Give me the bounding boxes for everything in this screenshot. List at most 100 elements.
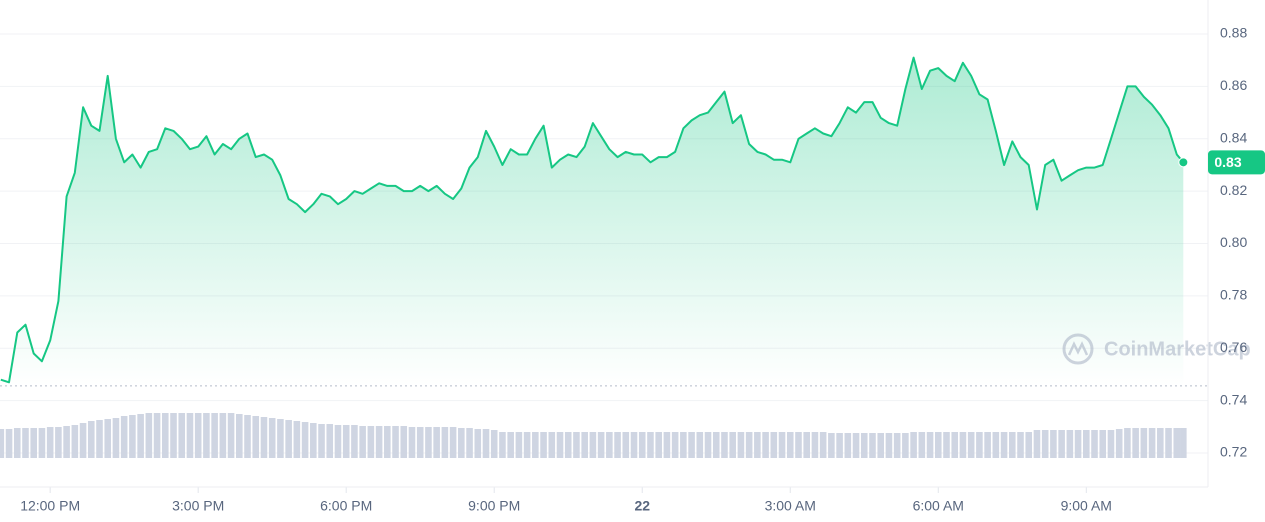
volume-bar [1157,428,1164,458]
volume-bar [918,432,926,458]
volume-bar [359,426,366,458]
volume-bar [803,432,810,458]
volume-bar [934,432,942,458]
x-tick-label: 9:00 PM [468,498,520,514]
volume-bar [819,432,827,458]
last-point [1178,157,1189,168]
volume-bar [474,429,482,458]
volume-bar [120,416,128,458]
volume-bar [63,426,70,458]
volume-bar [30,428,38,458]
watermark: CoinMarketCap [1062,333,1251,365]
volume-bar [137,414,144,458]
volume-bar [893,433,901,458]
volume-bar [515,432,523,458]
volume-bar [310,423,317,458]
volume-bar [630,432,638,458]
volume-bar [696,432,704,458]
volume-bar [721,432,728,458]
volume-bar [597,432,605,458]
volume-bar [680,432,687,458]
volume-bar [852,433,860,458]
volume-bar [1074,430,1082,458]
volume-bar [507,432,514,458]
volume-bar [729,432,736,458]
volume-bar [482,429,490,458]
volume-bar [540,432,547,458]
volume-bar [145,413,153,458]
x-tick-label: 6:00 PM [320,498,372,514]
volume-bar [219,413,227,458]
volume-bar [178,413,186,458]
y-tick-label: 0.74 [1220,391,1247,407]
volume-bar [762,432,769,458]
volume-bar [532,432,539,458]
x-tick-label: 9:00 AM [1061,498,1112,514]
volume-bar [1091,430,1098,458]
volume-bar [910,432,917,458]
volume-bar [647,432,654,458]
price-tag-bg [1208,150,1265,175]
volume-bar [22,428,29,458]
volume-bar [745,432,753,458]
volume-bar [836,433,843,458]
volume-bar [367,426,375,458]
volume-bar [1148,428,1156,458]
volume-bar [1058,430,1065,458]
volume-bar [663,432,671,458]
volume-bar [622,432,630,458]
x-tick-label: 12:00 PM [20,498,80,514]
volume-bar [38,428,46,458]
y-tick-label: 0.82 [1220,182,1247,198]
volume-bar [161,413,169,458]
price-line [0,56,1185,384]
volume-bar [55,427,62,458]
volume-bar [458,428,465,458]
volume-bar [1115,429,1123,458]
volume-bar [1173,428,1181,458]
volume-bar [1099,430,1107,458]
volume-bar [869,433,876,458]
volume-bar [811,432,819,458]
volume-bar [499,432,506,458]
volume-bar [1066,430,1074,458]
volume-bar [786,432,794,458]
volume-bar [573,432,580,458]
volume-bar [548,432,556,458]
y-tick-label: 0.88 [1220,25,1247,41]
volume-bar [194,413,202,458]
volume-bar [902,433,909,458]
volume-bar [342,425,350,458]
volume-bar [1025,432,1033,458]
volume-bar [490,430,498,458]
volume-bar [449,427,457,458]
volume-bar [285,420,292,458]
volume-bar [244,415,251,458]
watermark-text: CoinMarketCap [1104,338,1251,360]
volume-bar [1000,432,1008,458]
y-tick-label: 0.78 [1220,287,1247,303]
volume-bar [186,413,194,458]
volume-bar [655,432,662,458]
volume-bar [943,432,950,458]
volume-bar [252,416,260,458]
volume-bar [951,432,959,458]
price-tag: 0.83 [1214,154,1241,170]
volume-bar [433,427,440,458]
volume-bar [326,424,334,458]
volume-bar [564,432,572,458]
volume-bar [860,433,868,458]
volume-bar [1008,432,1016,458]
volume-bar [5,429,13,458]
volume-bar [523,432,531,458]
volume-bar [375,426,383,458]
volume-bar [992,432,1000,458]
x-tick-label: 6:00 AM [913,498,964,514]
volume-bar [1132,428,1139,458]
volume-bar [87,421,95,458]
volume-bar [170,413,177,458]
volume-bar [1107,430,1115,458]
volume-bar [425,427,432,458]
volume-bar [408,427,416,458]
